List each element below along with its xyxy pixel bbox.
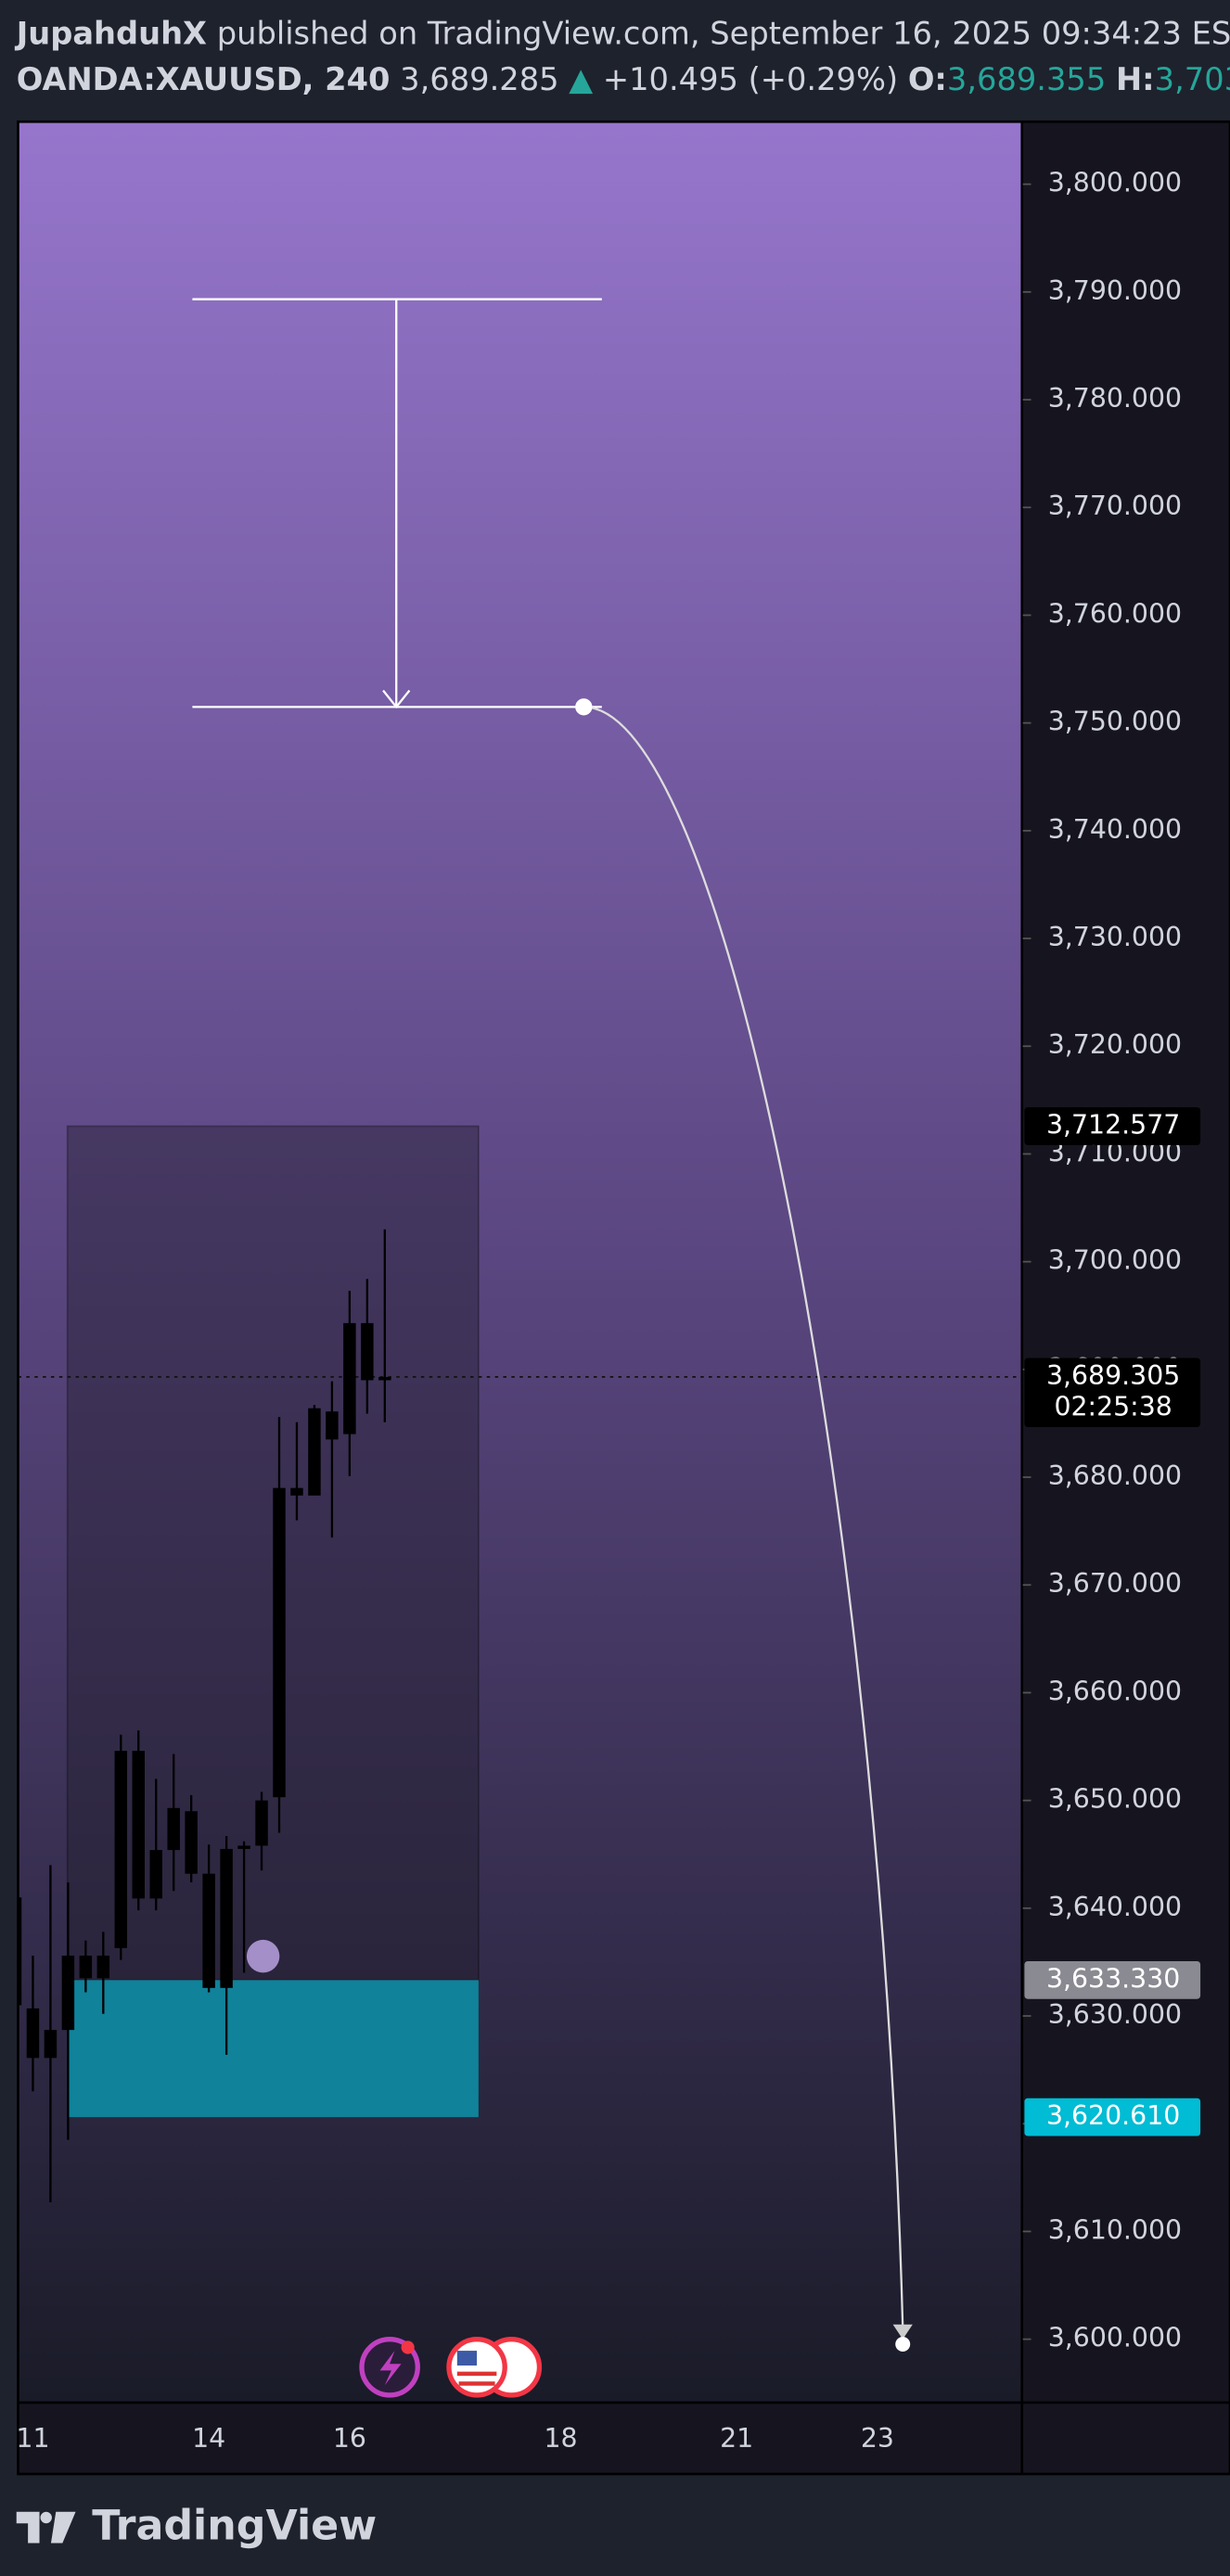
curve-point: [895, 2337, 911, 2352]
candle-body: [326, 1411, 339, 1440]
price-label-box: [1024, 1107, 1201, 1145]
axis-layer: 3,600.0003,610.0003,620.0003,630.0003,64…: [16, 168, 1201, 2454]
price-label: 3,712.577: [1046, 1109, 1180, 1140]
candle-body: [18, 1897, 22, 2006]
candle-body: [308, 1408, 321, 1496]
candle-body: [202, 1873, 215, 1988]
open-label: O:: [908, 60, 947, 96]
candle-body: [237, 1845, 250, 1849]
author: JupahduhX: [15, 15, 207, 51]
y-tick-label: 3,750.000: [1048, 707, 1182, 737]
candle-body: [185, 1811, 198, 1874]
logo-text: TradingView: [92, 2503, 377, 2550]
price-label: 3,620.610: [1046, 2100, 1180, 2131]
plot-layer: [18, 1125, 1021, 2203]
y-tick-label: 3,670.000: [1048, 1568, 1182, 1599]
x-tick-label: 14: [192, 2423, 225, 2454]
y-tick-label: 3,760.000: [1048, 598, 1182, 629]
candle-body: [167, 1807, 180, 1851]
candle-body: [220, 1848, 233, 1988]
arrow-head: [892, 2324, 913, 2340]
event-icons: [359, 2337, 543, 2398]
flag: [456, 2351, 478, 2366]
demand-zone: [67, 1980, 479, 2118]
symbol-line: OANDA:XAUUSD, 240 3,689.285 ▲ +10.495 (+…: [17, 60, 1230, 96]
candle-body: [61, 1955, 75, 2031]
projection-curve: [583, 706, 904, 2328]
logo: TradingView: [16, 2503, 377, 2550]
logo-mark: [16, 2511, 76, 2544]
candle-body: [132, 1751, 145, 1899]
candle-body: [273, 1487, 286, 1798]
price-label: 3,689.305: [1046, 1360, 1180, 1391]
change: +10.495 (+0.29%): [603, 60, 898, 96]
x-tick-label: 21: [720, 2423, 753, 2454]
high-label: H:: [1116, 60, 1155, 96]
time-axis: [18, 2403, 1021, 2475]
x-tick-label: 18: [544, 2423, 577, 2454]
y-tick-label: 3,720.000: [1048, 1029, 1182, 1060]
y-tick-label: 3,730.000: [1048, 922, 1182, 952]
y-tick-label: 3,800.000: [1048, 168, 1182, 198]
candle-body: [114, 1751, 128, 1948]
y-tick-label: 3,700.000: [1048, 1245, 1182, 1276]
y-tick-label: 3,790.000: [1048, 275, 1182, 306]
open-value: 3,689.355: [947, 60, 1106, 96]
y-tick-label: 3,600.000: [1048, 2323, 1182, 2353]
price-axis: [1022, 121, 1230, 2475]
candle-body: [79, 1955, 93, 1979]
y-tick-label: 3,680.000: [1048, 1460, 1182, 1491]
header-line: JupahduhX published on TradingView.com, …: [15, 15, 1230, 51]
price-label-box: [1024, 1960, 1201, 1999]
candle-body: [343, 1322, 356, 1435]
frame: [17, 120, 1230, 2476]
last-price: 3,689.285: [400, 60, 558, 96]
y-tick-label: 3,610.000: [1048, 2214, 1182, 2245]
curve-point: [575, 698, 593, 716]
candle-body: [96, 1955, 110, 1979]
candle-body: [26, 2008, 40, 2059]
price-label-box: [1024, 1358, 1201, 1427]
high-value: 3,703.: [1155, 60, 1230, 96]
candle-body: [361, 1322, 374, 1381]
y-tick-label: 3,770.000: [1048, 491, 1182, 521]
candle-body: [149, 1850, 162, 1899]
candle-body: [44, 2030, 58, 2059]
candle-body: [255, 1800, 268, 1846]
published: published on TradingView.com, September …: [217, 15, 1230, 51]
marker: [246, 1939, 280, 1973]
symbol: OANDA:XAUUSD, 240: [17, 60, 391, 96]
candle-body: [378, 1376, 391, 1381]
y-tick-label: 3,780.000: [1048, 383, 1182, 414]
countdown: 02:25:38: [1054, 1392, 1172, 1422]
notification-dot: [401, 2340, 415, 2354]
y-tick-label: 3,650.000: [1048, 1784, 1182, 1815]
arrow-head: [382, 689, 411, 709]
y-tick-label: 3,640.000: [1048, 1892, 1182, 1922]
candle-body: [290, 1487, 303, 1496]
price-label: 3,633.330: [1046, 1963, 1180, 1994]
x-tick-label: 16: [333, 2423, 366, 2454]
drawings: [192, 298, 913, 2352]
y-tick-label: 3,740.000: [1048, 814, 1182, 845]
y-tick-label: 3,660.000: [1048, 1676, 1182, 1706]
y-tick-label: 3,630.000: [1048, 1999, 1182, 2030]
up-icon: ▲: [569, 60, 593, 96]
price-label-box: [1024, 2098, 1201, 2136]
x-tick-label: 23: [861, 2423, 894, 2454]
x-tick-label: 11: [16, 2423, 49, 2454]
event-icon[interactable]: [446, 2337, 507, 2398]
lightning: [379, 2351, 402, 2386]
